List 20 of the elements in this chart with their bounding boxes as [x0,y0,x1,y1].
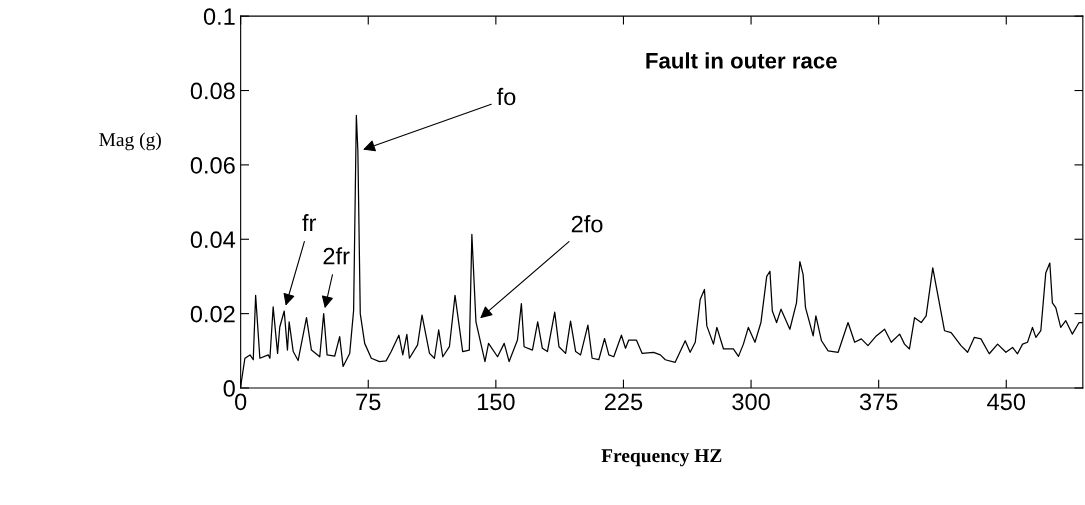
y-tick-label: 0.02 [190,305,235,323]
x-tick-label: 375 [859,393,898,411]
y-tick-label: 0.04 [190,231,236,249]
y-tick-label: 0.06 [190,156,235,174]
annotation: fr [302,214,317,232]
x-tick-label: 0 [235,393,247,411]
x-tick-label: 300 [732,393,770,411]
text: Fault in outer race [646,52,837,69]
x-tick-label: 450 [987,393,1026,411]
x-axis-title: Frequency HZ [601,449,722,467]
annotation: 2fo [571,215,603,233]
annotation: 2fr [323,247,350,265]
x-tick-label: 75 [356,393,381,411]
y-tick-label: 0 [223,380,235,397]
y-tick-label: 0.08 [190,82,235,100]
y-axis-title: Mag (g) [99,132,161,151]
y-tick-label: 0.1 [203,8,235,25]
annotation: fo [496,87,516,106]
x-tick-label: 225 [604,393,643,411]
x-tick-label: 150 [477,393,515,411]
